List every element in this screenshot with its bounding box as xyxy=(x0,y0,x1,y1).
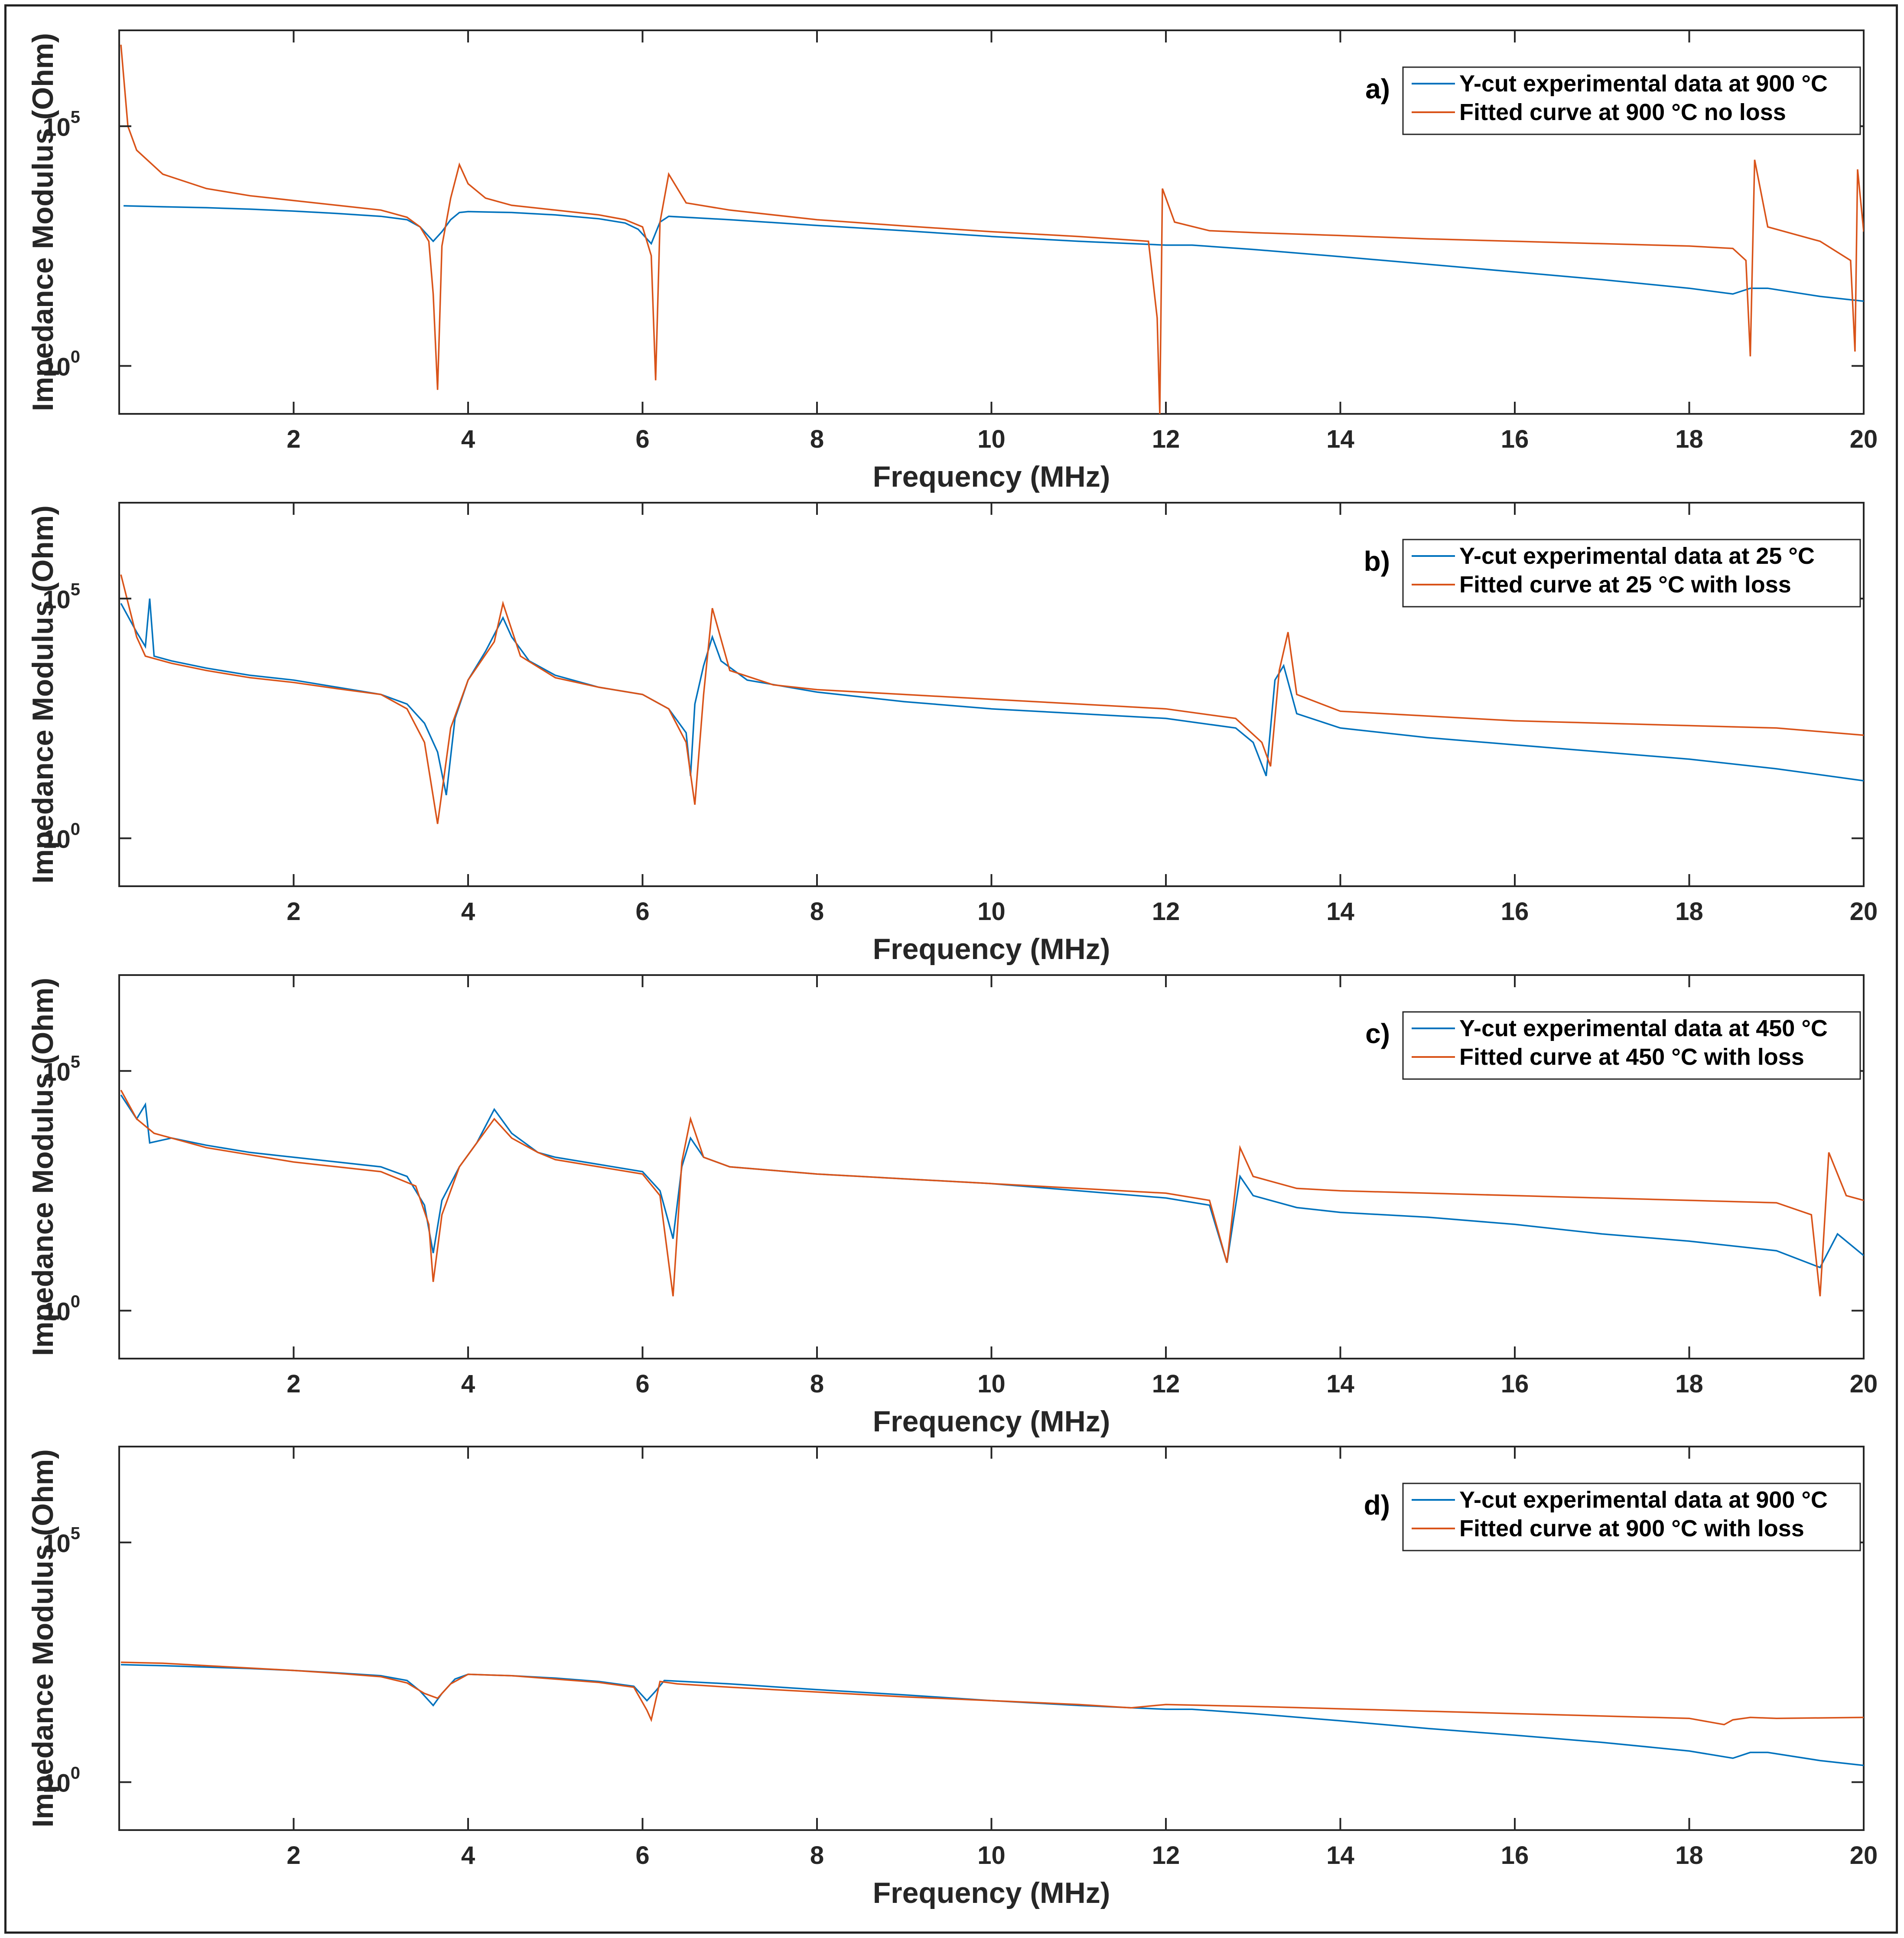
panel-label: b) xyxy=(1364,546,1390,577)
y-axis-label: Impedance Modulus (Ohm) xyxy=(26,33,59,411)
legend-entry: Y-cut experimental data at 900 °C xyxy=(1459,1487,1828,1513)
x-tick-label: 20 xyxy=(1850,425,1878,453)
x-tick-label: 2 xyxy=(286,897,300,926)
y-tick-label: 100 xyxy=(42,1763,80,1797)
y-axis-label: Impedance Modulus (Ohm) xyxy=(26,1449,59,1827)
y-tick-label: 105 xyxy=(42,1052,80,1086)
series-line-experimental xyxy=(120,1094,1864,1268)
x-tick-label: 14 xyxy=(1326,1370,1354,1398)
panel-label: a) xyxy=(1365,73,1390,104)
legend-box xyxy=(1402,66,1861,135)
x-tick-label: 2 xyxy=(286,425,300,453)
x-tick-label: 6 xyxy=(635,1841,649,1870)
x-tick-label: 18 xyxy=(1675,425,1703,453)
y-tick-label: 100 xyxy=(42,1292,80,1326)
x-axis-label: Frequency (MHz) xyxy=(873,1405,1110,1438)
legend-entry: Fitted curve at 900 °C with loss xyxy=(1459,1515,1804,1541)
x-tick-label: 2 xyxy=(286,1370,300,1398)
x-tick-label: 10 xyxy=(977,425,1006,453)
panel-label: d) xyxy=(1364,1489,1390,1521)
x-tick-label: 12 xyxy=(1152,1841,1180,1870)
x-tick-label: 6 xyxy=(635,1370,649,1398)
chart-panel-3: 2 4 6 8 10 12 14 16 18 20 100 105 Frequency (MHz) Imp… xyxy=(26,974,1878,1438)
panel-label: c) xyxy=(1365,1018,1390,1049)
x-tick-label: 4 xyxy=(461,1370,475,1398)
x-tick-label: 14 xyxy=(1326,425,1354,453)
chart-panel-2: 2 4 6 8 10 12 14 16 18 20 100 105 Frequency (MHz) Imp… xyxy=(26,502,1878,966)
x-tick-label: 6 xyxy=(635,425,649,453)
legend-entry: Y-cut experimental data at 900 °C xyxy=(1459,71,1828,97)
series-line-fitted xyxy=(120,45,1864,414)
x-tick-label: 20 xyxy=(1850,897,1878,926)
legend-box xyxy=(1402,1011,1861,1080)
y-tick-label: 105 xyxy=(42,1524,80,1558)
y-axis-label: Impedance Modulus (Ohm) xyxy=(26,505,59,884)
figure-frame xyxy=(4,4,1898,1934)
x-tick-label: 8 xyxy=(810,1841,824,1870)
x-tick-label: 8 xyxy=(810,425,824,453)
y-axis-label: Impedance Modulus (Ohm) xyxy=(26,978,59,1356)
x-tick-label: 16 xyxy=(1501,425,1529,453)
x-tick-label: 2 xyxy=(286,1841,300,1870)
legend-entry: Y-cut experimental data at 25 °C xyxy=(1459,543,1815,569)
legend-entry: Fitted curve at 450 °C with loss xyxy=(1459,1044,1804,1070)
x-tick-label: 8 xyxy=(810,897,824,926)
x-tick-label: 18 xyxy=(1675,1370,1703,1398)
x-tick-label: 12 xyxy=(1152,1370,1180,1398)
x-tick-label: 14 xyxy=(1326,1841,1354,1870)
x-axis-label: Frequency (MHz) xyxy=(873,460,1110,493)
y-tick-label: 105 xyxy=(42,107,80,141)
chart-panel-4: 2 4 6 8 10 12 14 16 18 20 100 105 Frequency (MHz) Imp… xyxy=(26,1446,1878,1909)
x-tick-label: 10 xyxy=(977,897,1006,926)
x-tick-label: 16 xyxy=(1501,897,1529,926)
legend-entry: Fitted curve at 25 °C with loss xyxy=(1459,572,1791,598)
x-tick-label: 4 xyxy=(461,425,475,453)
x-tick-label: 10 xyxy=(977,1370,1006,1398)
x-tick-label: 8 xyxy=(810,1370,824,1398)
y-tick-label: 100 xyxy=(42,819,80,853)
x-tick-label: 12 xyxy=(1152,425,1180,453)
series-line-experimental xyxy=(124,205,1864,302)
series-line-fitted xyxy=(120,1089,1864,1297)
x-tick-label: 18 xyxy=(1675,897,1703,926)
x-axis-label: Frequency (MHz) xyxy=(873,1876,1110,1909)
legend-entry: Fitted curve at 900 °C no loss xyxy=(1459,99,1786,125)
x-tick-label: 10 xyxy=(977,1841,1006,1870)
chart-panel-1: 2 4 6 8 10 12 14 16 18 20 100 105 Frequency (MHz) Imp… xyxy=(26,29,1878,493)
series-line-experimental xyxy=(120,1664,1864,1766)
x-tick-label: 20 xyxy=(1850,1370,1878,1398)
x-tick-label: 4 xyxy=(461,1841,475,1870)
x-tick-label: 6 xyxy=(635,897,649,926)
legend-entry: Y-cut experimental data at 450 °C xyxy=(1459,1015,1828,1041)
legend-box xyxy=(1402,539,1861,608)
y-tick-label: 100 xyxy=(42,347,80,381)
y-tick-label: 105 xyxy=(42,580,80,614)
x-tick-label: 16 xyxy=(1501,1370,1529,1398)
series-line-fitted xyxy=(120,1662,1864,1726)
series-line-experimental xyxy=(120,598,1864,796)
legend-box xyxy=(1402,1483,1861,1551)
x-tick-label: 18 xyxy=(1675,1841,1703,1870)
x-axis-label: Frequency (MHz) xyxy=(873,933,1110,966)
x-tick-label: 12 xyxy=(1152,897,1180,926)
x-tick-label: 20 xyxy=(1850,1841,1878,1870)
x-tick-label: 16 xyxy=(1501,1841,1529,1870)
series-line-fitted xyxy=(120,574,1864,824)
x-tick-label: 4 xyxy=(461,897,475,926)
x-tick-label: 14 xyxy=(1326,897,1354,926)
